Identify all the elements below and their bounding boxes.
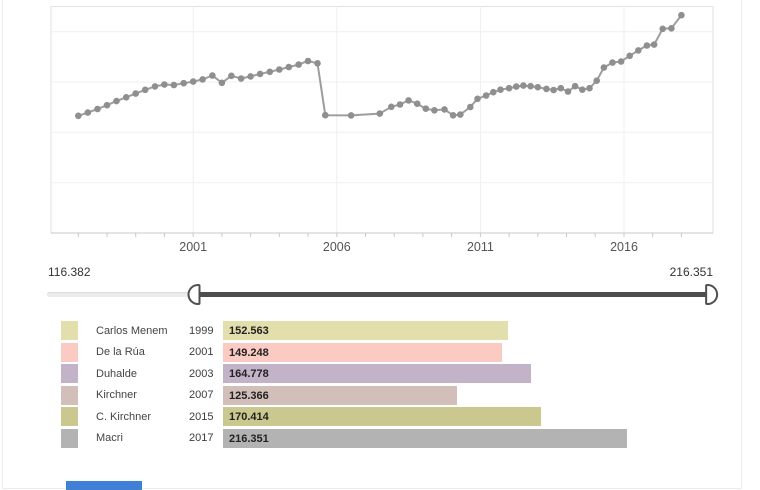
svg-text:2016: 2016 [610, 240, 638, 254]
legend-row[interactable]: Kirchner 2007 125.366 [61, 385, 741, 405]
slider-max-label: 216.351 [669, 265, 713, 279]
bar-area: 125.366 [223, 385, 741, 405]
legend-row[interactable]: Duhalde 2003 164.778 [61, 364, 741, 383]
president-name: Duhalde [96, 367, 137, 380]
president-year: 2015 [189, 410, 214, 423]
value-bar [223, 428, 627, 448]
president-year: 2003 [189, 367, 214, 380]
value-bar [223, 385, 458, 405]
legend-swatch [61, 428, 78, 448]
president-name: De la Rúa [96, 346, 145, 358]
slider-labels: 116.382 216.351 [48, 265, 713, 279]
bar-value: 216.351 [229, 432, 269, 445]
bar-value: 152.563 [229, 325, 269, 337]
line-chart: 2001 2006 2011 2016 [50, 6, 714, 254]
president-year: 2007 [189, 389, 214, 401]
bar-area: 164.778 [223, 364, 741, 383]
slider-min-label: 116.382 [48, 265, 91, 279]
value-bar [223, 342, 502, 362]
slider-handle-right[interactable] [705, 284, 719, 305]
bar-area: 152.563 [223, 321, 741, 340]
president-year: 1999 [189, 324, 214, 337]
footer-accent-bar [66, 481, 142, 490]
bar-value: 125.366 [229, 389, 269, 402]
slider-selected-range [194, 292, 711, 297]
presidents-bar-chart: Carlos Menem 1999 152.563 De la Rúa 2001… [61, 321, 741, 450]
legend-swatch [61, 342, 78, 362]
value-bar [223, 407, 542, 426]
bar-area: 149.248 [223, 342, 741, 362]
president-year: 2017 [189, 432, 214, 444]
legend-row[interactable]: Carlos Menem 1999 152.563 [61, 321, 741, 340]
bar-value: 170.414 [229, 411, 269, 423]
president-name: C. Kirchner [96, 410, 152, 423]
debt-chart-widget: 2001 2006 2011 2016 116.382 216.351 Carlos … [2, 0, 742, 490]
president-name: Macri [96, 432, 123, 444]
bar-value: 149.248 [229, 346, 269, 359]
legend-swatch [61, 364, 78, 383]
legend-row[interactable]: C. Kirchner 2015 170.414 [61, 407, 741, 426]
value-bar [223, 364, 531, 383]
slider-handle-left[interactable] [187, 284, 201, 305]
legend-row[interactable]: De la Rúa 2001 149.248 [61, 342, 741, 362]
svg-text:2006: 2006 [323, 240, 351, 254]
president-year: 2001 [189, 346, 214, 358]
legend-row[interactable]: Macri 2017 216.351 [61, 428, 741, 448]
value-bar [223, 321, 508, 340]
bar-area: 170.414 [223, 407, 741, 426]
legend-swatch [61, 385, 78, 405]
president-name: Kirchner [96, 389, 137, 401]
svg-text:2011: 2011 [467, 240, 494, 254]
legend-swatch [61, 407, 78, 426]
slider-track[interactable] [47, 284, 719, 305]
svg-text:2001: 2001 [179, 240, 207, 254]
legend-swatch [61, 321, 78, 340]
president-name: Carlos Menem [96, 324, 168, 337]
bar-area: 216.351 [223, 428, 741, 448]
bar-value: 164.778 [229, 368, 269, 380]
